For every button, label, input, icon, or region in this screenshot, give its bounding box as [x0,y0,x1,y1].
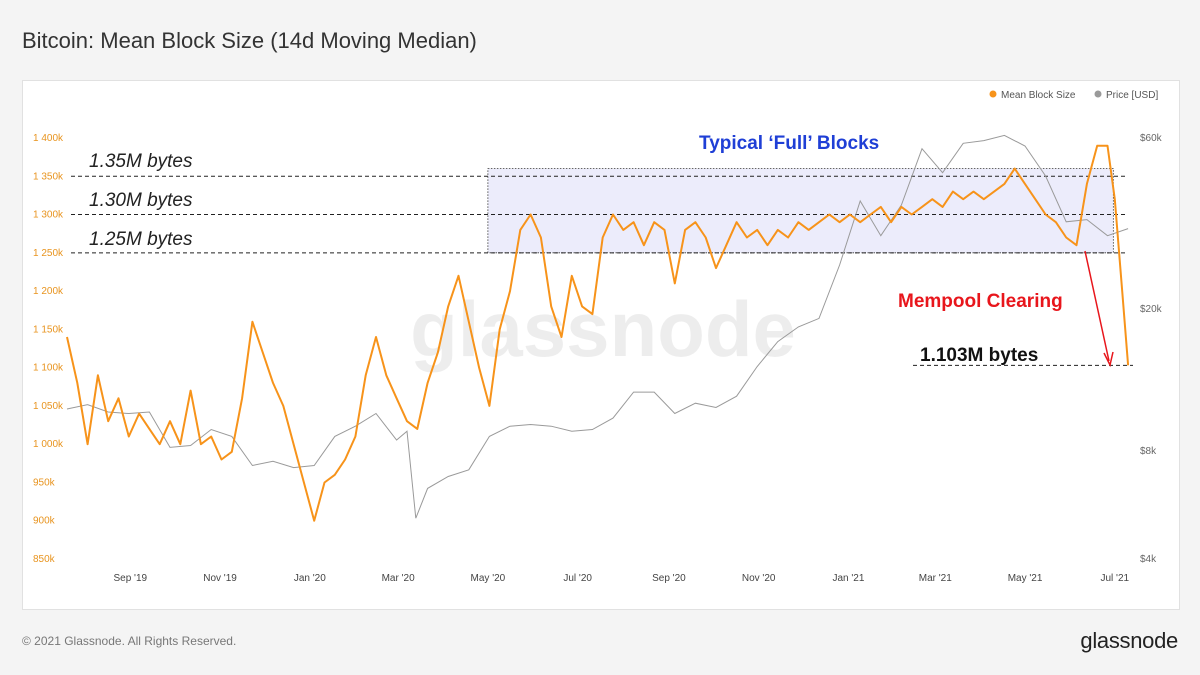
y-right-tick-label: $20k [1140,304,1163,315]
label-1-25m: 1.25M bytes [89,229,193,250]
chart-svg: glassnode 850k 900k 950k 1 000k 1 050k 1 100k… [33,90,1163,584]
y-left-tick-label: 1 150k [33,324,64,335]
y-left-tick-label: 1 050k [33,401,64,412]
x-tick-label: Mar '21 [919,573,952,584]
y-left-tick-label: 1 350k [33,171,64,182]
legend: Mean Block Size Price [USD] [989,90,1158,101]
y-left-tick-label: 1 100k [33,363,64,374]
x-tick-label: Jan '20 [294,573,326,584]
x-tick-label: Jan '21 [832,573,864,584]
x-tick-label: Sep '20 [652,573,686,584]
legend-dot-block-size [989,90,997,98]
x-axis: Sep '19 Nov '19 Jan '20 Mar '20 May '20 Jul '… [113,573,1129,584]
block-size-line [66,144,1130,522]
x-tick-label: Jul '21 [1101,573,1130,584]
typical-full-blocks-label: Typical ‘Full’ Blocks [699,133,879,154]
y-left-tick-label: 950k [33,477,56,488]
y-left-tick-label: 850k [33,554,56,565]
label-1-103m: 1.103M bytes [920,345,1038,366]
legend-block-size: Mean Block Size [1001,90,1076,101]
y-axis-left: 850k 900k 950k 1 000k 1 050k 1 100k 1 150k 1 20… [33,133,64,565]
copyright: © 2021 Glassnode. All Rights Reserved. [22,634,237,648]
x-tick-label: May '20 [471,573,506,584]
y-left-tick-label: 1 400k [33,133,64,144]
y-axis-right: $4k $8k $20k $60k [1140,133,1163,565]
y-right-tick-label: $8k [1140,446,1157,457]
y-left-tick-label: 1 300k [33,210,64,221]
legend-price: Price [USD] [1106,90,1158,101]
footer-logo: glassnode [1080,628,1178,653]
mempool-clearing-label: Mempool Clearing [898,291,1063,312]
mempool-arrow [1084,250,1110,362]
price-line [66,134,1129,519]
x-tick-label: Nov '20 [742,573,776,584]
label-1-35m: 1.35M bytes [89,151,193,172]
reference-lines [71,175,1133,366]
mempool-arrow-head [1103,351,1114,368]
y-right-tick-label: $60k [1140,133,1163,144]
y-left-tick-label: 1 250k [33,248,64,259]
y-left-tick-label: 1 200k [33,286,64,297]
y-left-tick-label: 900k [33,516,56,527]
x-tick-label: Nov '19 [203,573,237,584]
x-tick-label: Jul '20 [563,573,592,584]
legend-dot-price [1094,90,1102,98]
label-1-30m: 1.30M bytes [89,190,193,211]
x-tick-label: Mar '20 [382,573,415,584]
full-blocks-band [487,168,1114,254]
x-tick-label: Sep '19 [113,573,147,584]
y-left-tick-label: 1 000k [33,439,64,450]
y-right-tick-label: $4k [1140,554,1157,565]
x-tick-label: May '21 [1008,573,1043,584]
page-title: Bitcoin: Mean Block Size (14d Moving Med… [22,28,477,53]
chart-card: glassnode 850k 900k 950k 1 000k 1 050k 1 100k… [22,80,1180,610]
watermark: glassnode [410,285,796,373]
